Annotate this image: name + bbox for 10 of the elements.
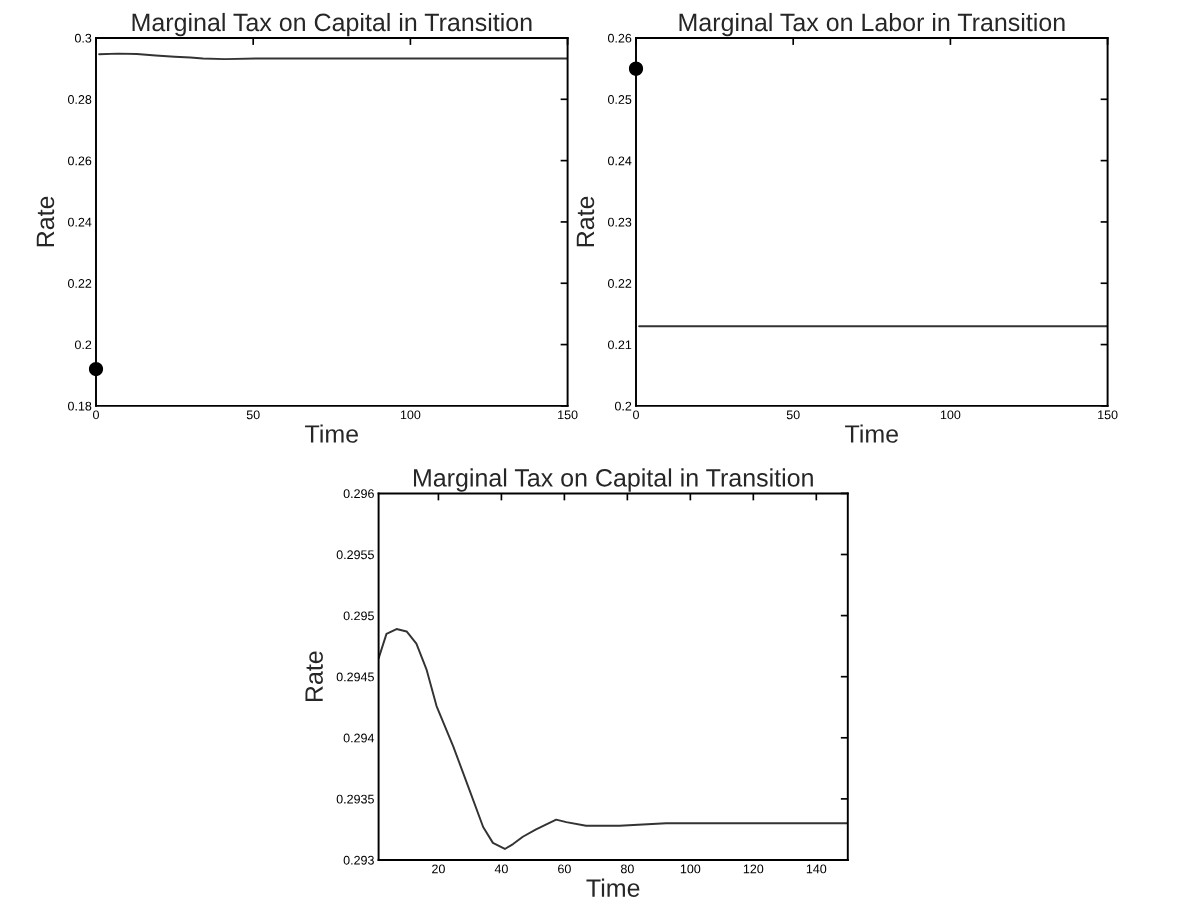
x-axis-title: Time [586, 878, 640, 897]
y-axis-title: Rate [576, 196, 595, 247]
x-axis-title: Time [305, 424, 358, 443]
line-series [378, 628, 848, 850]
chart-title: Marginal Tax on Capital in Transition [414, 468, 813, 492]
x-axis-title: Time [845, 424, 898, 443]
chart-title: Marginal Tax on Labor in Transition [679, 12, 1065, 37]
y-axis-title: Rate [36, 196, 55, 247]
y-axis-title: Rate [305, 651, 323, 702]
chart-title: Marginal Tax on Capital in Transition [132, 12, 532, 37]
